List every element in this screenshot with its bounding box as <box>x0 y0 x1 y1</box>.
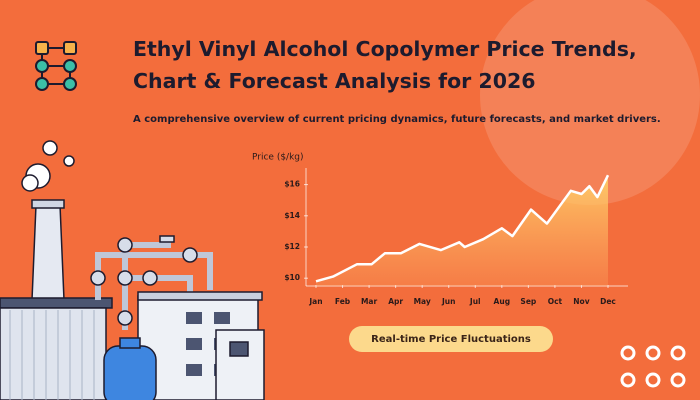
title-line: Ethyl Vinyl Alcohol Copolymer Price Tren… <box>133 37 637 61</box>
deco-dots <box>620 345 686 388</box>
title-line: Chart & Forecast Analysis for 2026 <box>133 69 535 93</box>
x-tick-label: May <box>414 297 431 306</box>
x-tick-label: Feb <box>335 297 351 306</box>
area <box>316 175 608 286</box>
badge-text[interactable]: Real-time Price Fluctuations <box>371 334 531 345</box>
x-tick-label: Jan <box>308 297 322 306</box>
y-axis-label: Price ($/kg) <box>252 153 304 163</box>
x-tick-label: Sep <box>520 297 536 306</box>
factory-illustration <box>0 140 265 400</box>
x-tick-label: Nov <box>573 297 589 306</box>
subtitle: A comprehensive overview of current pric… <box>133 114 661 125</box>
y-tick-label: $10 <box>284 273 300 282</box>
x-tick-label: Jun <box>441 297 455 306</box>
x-tick-label: Oct <box>548 297 563 306</box>
price-line <box>315 174 610 283</box>
x-tick-label: Mar <box>361 297 378 306</box>
x-tick-label: Apr <box>388 297 403 306</box>
y-tick-label: $14 <box>284 211 300 220</box>
x-tick-label: Dec <box>600 297 616 306</box>
y-tick-label: $12 <box>284 242 300 251</box>
deco-circle <box>480 0 700 205</box>
x-tick-label: Aug <box>494 297 511 306</box>
logo-icon <box>35 41 77 91</box>
plot: $10 $12 $14 $16 Jan Feb Mar Apr May Jun Jul Aug Sep O… <box>284 174 616 306</box>
badge-pill[interactable] <box>349 326 553 352</box>
y-tick-label: $16 <box>284 180 300 189</box>
x-tick-label: Jul <box>469 297 481 306</box>
